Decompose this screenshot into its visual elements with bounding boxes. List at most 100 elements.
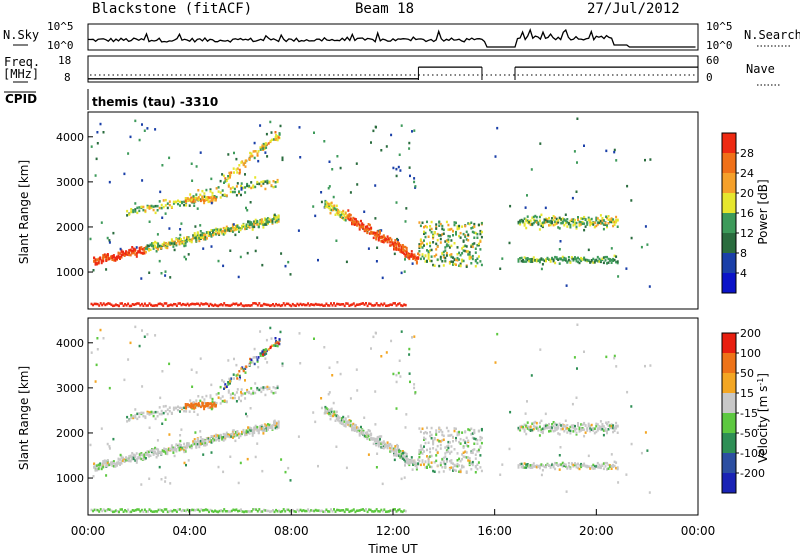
velocity-cell-57 [112,460,115,463]
velocity-cell-1172 [381,482,384,486]
power-cell-103 [128,253,131,257]
power-cell-790 [265,146,268,149]
cbar-seg-2 [722,233,736,253]
power-cell-1556 [430,255,433,258]
power-cell-980 [325,302,328,305]
power-cell-522 [277,217,280,221]
velocity-cell-1935 [572,424,575,427]
power-cell-127 [137,250,140,254]
power-cell-990 [340,303,343,306]
velocity-cell-1215 [324,411,327,415]
velocity-cell-1586 [438,430,441,433]
power-cell-328 [212,232,214,235]
velocity-cell-265 [189,445,192,449]
power-cell-1400 [384,238,387,241]
power-cell-996 [349,303,352,307]
power-cell-1741 [477,223,480,227]
velocity-cell-392 [233,433,236,436]
power-cell-1738 [477,243,480,247]
velocity-cell-26 [102,460,105,463]
power-cell-1186 [313,131,315,134]
power-cell-2022 [598,219,601,222]
velocity-cell-548 [148,411,151,414]
power-cell-1806 [532,221,535,225]
velocity-cell-1092 [221,379,224,382]
power-cell-788 [251,154,254,158]
power-cell-1849 [545,259,547,263]
velocity-cell-1549 [429,434,432,438]
velocity-cell-1413 [389,450,392,453]
power-cell-975 [317,303,320,306]
velocity-cell-554 [154,410,157,414]
power-cell-2095 [646,243,649,246]
velocity-cell-1296 [352,422,355,426]
power-cell-1814 [534,258,537,262]
freq-panel-frame [87,55,699,83]
velocity-cell-1735 [476,438,479,442]
power-cell-508 [271,220,274,223]
velocity-cell-1375 [377,439,380,443]
velocity-cell-303 [202,441,205,445]
velocity-cell-1894 [558,468,561,471]
velocity-cell-1001 [357,509,360,512]
velocity-cell-1075 [138,344,141,348]
power-cell-806 [256,152,259,155]
velocity-cell-74 [119,458,121,461]
velocity-cell-1878 [554,461,557,465]
power-cell-1750 [480,235,483,239]
velocity-cell-1426 [393,450,395,453]
velocity-cell-1148 [169,482,172,485]
xtick-label-1: 04:00 [172,524,207,538]
power-cell-929 [247,304,250,307]
velocity-cell-1162 [102,337,105,340]
power-cell-1987 [587,218,590,221]
velocity-cell-2034 [601,463,604,466]
velocity-cell-255 [186,446,189,449]
power-cell-880 [172,302,175,306]
power-cell-1761 [519,221,522,224]
power-cell-1972 [583,215,586,219]
velocity-cell-1571 [435,454,438,457]
power-cell-1117 [183,255,186,259]
velocity-cell-830 [96,508,99,512]
power-cell-913 [223,302,226,305]
power-cell-156 [148,249,150,252]
velocity-cell-2096 [494,361,497,364]
velocity-cell-1023 [391,509,393,513]
power-cell-1301 [353,220,356,223]
power-cell-912 [221,304,224,307]
velocity-cell-742 [227,381,230,384]
velocity-cell-750 [239,376,241,380]
power-cell-1762 [519,219,522,222]
power-cell-497 [268,220,271,223]
velocity-cell-378 [228,435,231,438]
power-cell-1345 [367,227,370,230]
power-cell-596 [197,189,200,192]
power-cell-167 [152,244,155,248]
velocity-cell-1137 [398,359,401,362]
power-cell-829 [95,302,98,306]
power-cell-968 [307,302,310,305]
power-cell-1359 [372,232,375,235]
power-cell-2093 [544,206,547,210]
velocity-cell-1301 [353,426,356,429]
power-cell-1289 [349,218,352,221]
velocity-cell-1806 [532,427,535,431]
velocity-cell-2047 [606,430,608,433]
velocity-cell-859 [140,508,143,512]
power-cell-1177 [395,174,398,178]
power-cell-2048 [606,262,608,265]
velocity-cell-1251 [337,415,340,418]
power-cell-69 [117,251,120,255]
velocity-cell-545 [144,415,147,418]
velocity-cell-891 [189,509,192,512]
velocity-cell-602 [203,401,206,404]
velocity-cell-1948 [575,463,578,466]
velocity-cell-1628 [448,468,451,471]
velocity-cell-1290 [349,419,352,423]
power-cell-1746 [479,260,482,263]
velocity-cell-464 [257,429,260,432]
velocity-cell-1192 [408,347,411,351]
power-cell-1663 [458,224,461,228]
velocity-cell-1715 [471,460,474,464]
